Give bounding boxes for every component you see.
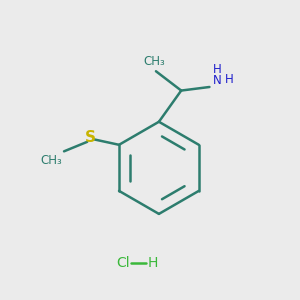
Text: Cl: Cl bbox=[116, 256, 130, 270]
Text: CH₃: CH₃ bbox=[41, 154, 62, 167]
Text: H: H bbox=[212, 63, 221, 76]
Text: CH₃: CH₃ bbox=[144, 55, 165, 68]
Text: H: H bbox=[148, 256, 158, 270]
Text: H: H bbox=[224, 73, 233, 85]
Text: N: N bbox=[212, 74, 221, 87]
Text: S: S bbox=[85, 130, 96, 146]
